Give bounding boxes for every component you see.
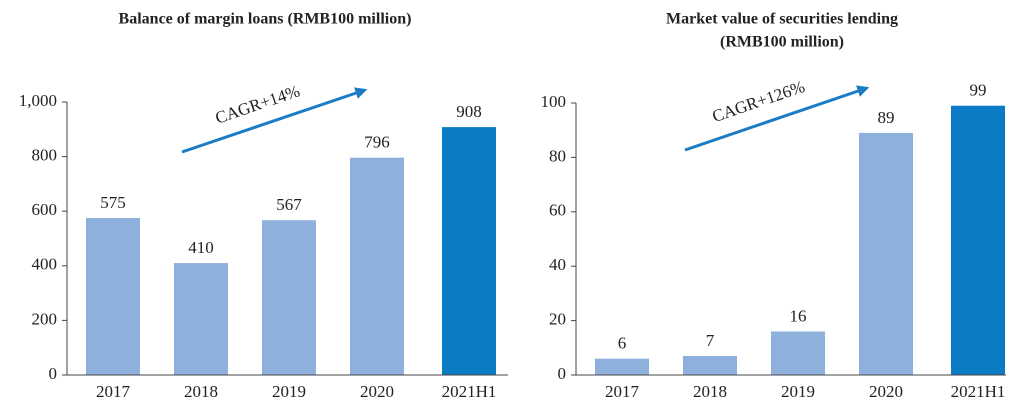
- x-tick-label: 2018: [693, 382, 727, 401]
- value-label: 7: [706, 331, 715, 350]
- y-tick-label: 200: [32, 309, 58, 328]
- x-tick-label: 2020: [360, 382, 394, 401]
- x-tick-label: 2020: [869, 382, 903, 401]
- y-tick-label: 1,000: [19, 91, 57, 110]
- y-tick-label: 100: [541, 92, 567, 111]
- y-tick-label: 0: [49, 364, 58, 383]
- bar: [859, 132, 913, 375]
- chart-title: Market value of securities lending: [666, 11, 898, 28]
- value-label: 16: [790, 306, 807, 325]
- bar: [262, 220, 316, 375]
- x-tick-label: 2021H1: [951, 382, 1006, 401]
- bar: [174, 263, 228, 375]
- chart-title: Balance of margin loans (RMB100 million): [119, 11, 412, 28]
- x-tick-label: 2017: [96, 382, 131, 401]
- y-tick-label: 0: [558, 364, 567, 383]
- y-tick-label: 80: [549, 146, 566, 165]
- bar: [683, 355, 737, 375]
- bar: [350, 157, 404, 375]
- value-label: 796: [364, 133, 390, 152]
- y-tick-label: 60: [549, 201, 566, 220]
- y-tick-label: 800: [32, 146, 58, 165]
- arrow: [181, 87, 368, 154]
- value-label: 410: [188, 238, 214, 257]
- y-tick-label: 20: [549, 310, 566, 329]
- bar: [86, 218, 140, 375]
- value-label: 567: [276, 195, 302, 214]
- value-label: 575: [100, 193, 126, 212]
- bar: [771, 331, 825, 375]
- x-tick-label: 2021H1: [442, 382, 497, 401]
- x-tick-label: 2019: [781, 382, 815, 401]
- chart-title: (RMB100 million): [720, 34, 844, 51]
- y-tick-label: 40: [549, 255, 566, 274]
- y-tick-label: 600: [32, 200, 58, 219]
- annotation: CAGR+126%: [710, 77, 807, 126]
- bar: [595, 358, 649, 375]
- value-label: 908: [456, 102, 482, 121]
- value-label: 89: [878, 108, 895, 127]
- x-tick-label: 2017: [605, 382, 640, 401]
- x-tick-label: 2018: [184, 382, 218, 401]
- bar: [951, 105, 1005, 375]
- value-label: 99: [970, 81, 987, 100]
- x-tick-label: 2019: [272, 382, 306, 401]
- bar: [442, 127, 496, 375]
- arrow: [684, 85, 870, 152]
- annotation: CAGR+14%: [213, 81, 302, 127]
- y-tick-label: 400: [32, 255, 58, 274]
- value-label: 6: [618, 334, 627, 353]
